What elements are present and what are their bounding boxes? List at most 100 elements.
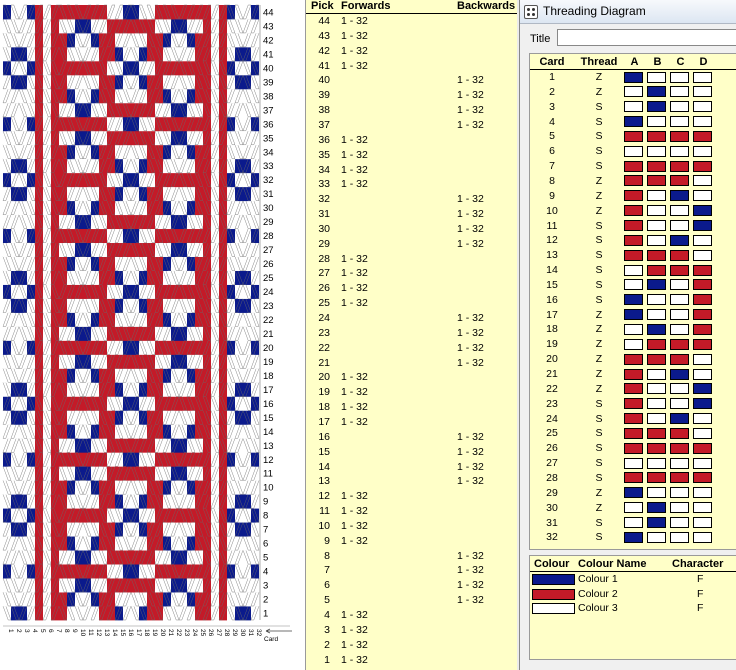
thread-direction[interactable]: S <box>595 293 603 306</box>
card-row[interactable]: 14 S <box>530 263 736 278</box>
hole-c-cell[interactable] <box>670 101 689 113</box>
backwards-cards[interactable]: 1 - 32 <box>457 104 484 117</box>
turning-row[interactable]: 7 1 - 32 <box>306 563 518 578</box>
backwards-cards[interactable]: 1 - 32 <box>457 445 484 458</box>
thread-direction[interactable]: S <box>595 397 603 410</box>
backwards-cards[interactable]: 1 - 32 <box>457 118 484 131</box>
thread-direction[interactable]: S <box>595 100 603 113</box>
hole-b-cell[interactable] <box>647 531 666 543</box>
card-row[interactable]: 18 Z <box>530 322 736 337</box>
hole-b-cell[interactable] <box>647 160 666 172</box>
hole-d-cell[interactable] <box>693 323 712 335</box>
hole-c-cell[interactable] <box>670 145 689 157</box>
forwards-cards[interactable]: 1 - 32 <box>341 163 368 176</box>
title-input[interactable] <box>557 29 736 46</box>
thread-direction[interactable]: Z <box>595 204 603 217</box>
forwards-cards[interactable]: 1 - 32 <box>341 15 368 27</box>
hole-c-cell[interactable] <box>670 234 689 246</box>
hole-d-cell[interactable] <box>693 145 712 157</box>
hole-a-cell[interactable] <box>624 220 643 231</box>
hole-c-cell[interactable] <box>670 442 689 454</box>
turning-row[interactable]: 2 1 - 32 <box>306 638 518 653</box>
hole-c-cell[interactable] <box>670 338 689 350</box>
thread-direction[interactable]: S <box>595 219 603 232</box>
hole-c-cell[interactable] <box>670 398 689 410</box>
backwards-column-header[interactable]: Backwards <box>457 0 516 12</box>
turning-row[interactable]: 38 1 - 32 <box>306 103 518 118</box>
forwards-column-header[interactable]: Forwards <box>341 0 391 12</box>
thread-direction[interactable]: Z <box>595 338 603 351</box>
hole-b-cell[interactable] <box>647 353 666 365</box>
backwards-cards[interactable]: 1 - 32 <box>457 193 484 206</box>
thread-direction[interactable]: S <box>595 471 603 484</box>
thread-column-header[interactable]: Thread <box>580 56 618 68</box>
card-row[interactable]: 31 S <box>530 516 736 531</box>
hole-d-cell[interactable] <box>693 531 712 543</box>
threading-diagram-window[interactable]: Threading Diagram Title Card Thread A B … <box>519 0 736 670</box>
hole-c-cell[interactable] <box>670 487 689 499</box>
hole-a-cell[interactable] <box>624 234 643 246</box>
hole-b-cell[interactable] <box>647 86 666 98</box>
thread-direction[interactable]: S <box>595 160 603 173</box>
colour-character[interactable]: F <box>697 573 704 585</box>
turning-row[interactable]: 8 1 - 32 <box>306 549 518 564</box>
turning-row[interactable]: 10 1 - 32 <box>306 519 518 534</box>
hole-a-cell[interactable] <box>624 116 643 128</box>
hole-a-cell[interactable] <box>624 472 643 484</box>
backwards-cards[interactable]: 1 - 32 <box>457 475 484 488</box>
hole-d-cell[interactable] <box>693 71 712 83</box>
card-row[interactable]: 30 Z <box>530 501 736 516</box>
turning-row[interactable]: 21 1 - 32 <box>306 356 518 371</box>
turning-row[interactable]: 20 1 - 32 <box>306 370 518 385</box>
colour-name[interactable]: Colour 1 <box>578 573 618 585</box>
character-column-header[interactable]: Character <box>672 558 724 570</box>
backwards-cards[interactable]: 1 - 32 <box>457 460 484 473</box>
forwards-cards[interactable]: 1 - 32 <box>341 252 368 265</box>
colour-name[interactable]: Colour 3 <box>578 602 618 614</box>
card-row[interactable]: 20 Z <box>530 352 736 367</box>
hole-a-cell[interactable] <box>624 442 643 454</box>
thread-direction[interactable]: S <box>595 115 603 128</box>
turning-row[interactable]: 22 1 - 32 <box>306 341 518 356</box>
thread-direction[interactable]: Z <box>595 486 603 499</box>
forwards-cards[interactable]: 1 - 32 <box>341 371 368 384</box>
turning-row[interactable]: 39 1 - 32 <box>306 88 518 103</box>
hole-a-cell[interactable] <box>624 323 643 335</box>
colour-table[interactable]: Colour Colour Name Character Colour 1 F Co… <box>529 555 736 660</box>
window-titlebar[interactable]: Threading Diagram <box>520 0 736 24</box>
hole-b-cell[interactable] <box>647 190 666 202</box>
forwards-cards[interactable]: 1 - 32 <box>341 44 368 57</box>
hole-a-cell[interactable] <box>624 427 643 439</box>
turning-row[interactable]: 27 1 - 32 <box>306 266 518 281</box>
turning-row[interactable]: 12 1 - 32 <box>306 489 518 504</box>
card-row[interactable]: 11 S <box>530 219 736 234</box>
forwards-cards[interactable]: 1 - 32 <box>341 148 368 161</box>
hole-b-cell[interactable] <box>647 249 666 261</box>
hole-c-cell[interactable] <box>670 175 689 187</box>
hole-d-cell[interactable] <box>693 457 712 469</box>
hole-a-cell[interactable] <box>624 86 643 98</box>
thread-direction[interactable]: S <box>595 412 603 425</box>
turning-row[interactable]: 19 1 - 32 <box>306 385 518 400</box>
thread-direction[interactable]: S <box>595 427 603 440</box>
thread-direction[interactable]: Z <box>595 323 603 336</box>
turning-row[interactable]: 6 1 - 32 <box>306 578 518 593</box>
turning-row[interactable]: 37 1 - 32 <box>306 118 518 133</box>
hole-d-cell[interactable] <box>693 205 712 217</box>
hole-b-cell[interactable] <box>647 101 666 113</box>
hole-b-cell[interactable] <box>647 323 666 335</box>
hole-b-cell[interactable] <box>647 427 666 439</box>
hole-b-cell[interactable] <box>647 487 666 499</box>
backwards-cards[interactable]: 1 - 32 <box>457 222 484 235</box>
colour-row[interactable]: Colour 1 F <box>530 572 736 587</box>
hole-c-cell[interactable] <box>670 472 689 484</box>
hole-b-cell[interactable] <box>647 472 666 484</box>
card-row[interactable]: 10 Z <box>530 204 736 219</box>
colour-name-column-header[interactable]: Colour Name <box>578 558 647 570</box>
hole-d-cell[interactable] <box>693 427 712 439</box>
